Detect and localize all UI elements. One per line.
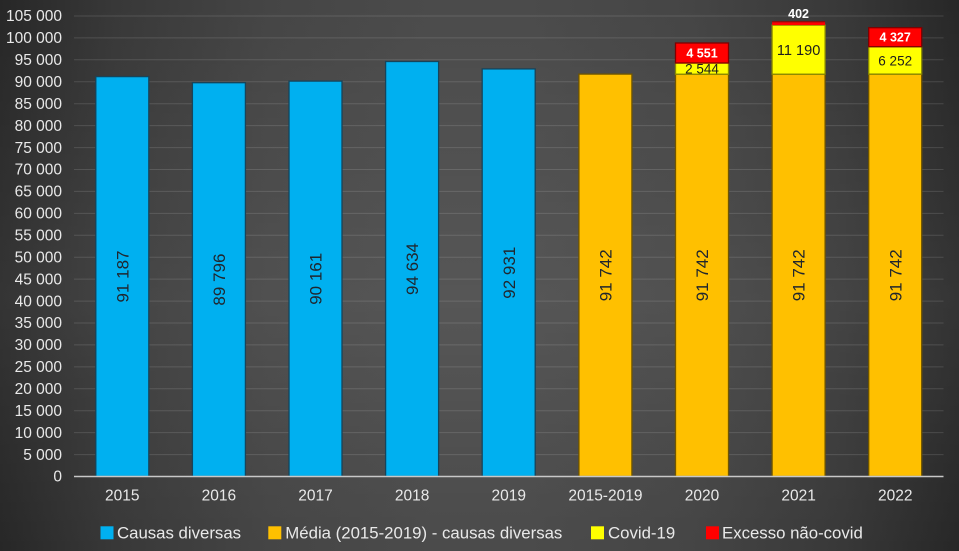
svg-text:4 551: 4 551 xyxy=(686,47,717,61)
svg-text:2 544: 2 544 xyxy=(685,61,719,76)
svg-text:90 161: 90 161 xyxy=(307,253,326,305)
svg-text:2015: 2015 xyxy=(105,488,139,505)
svg-text:100 000: 100 000 xyxy=(6,30,62,47)
svg-text:40 000: 40 000 xyxy=(15,293,63,310)
svg-text:45 000: 45 000 xyxy=(15,271,63,288)
svg-text:50 000: 50 000 xyxy=(15,249,63,266)
svg-text:10 000: 10 000 xyxy=(15,425,63,442)
svg-text:91 742: 91 742 xyxy=(597,249,616,301)
svg-text:Covid-19: Covid-19 xyxy=(608,523,675,542)
svg-text:Causas diversas: Causas diversas xyxy=(117,523,241,542)
svg-text:11 190: 11 190 xyxy=(777,43,821,59)
svg-text:Excesso não-covid: Excesso não-covid xyxy=(722,523,863,542)
svg-text:Média (2015-2019) - causas div: Média (2015-2019) - causas diversas xyxy=(285,523,562,542)
svg-text:0: 0 xyxy=(53,469,62,486)
svg-text:2019: 2019 xyxy=(492,488,526,505)
svg-text:5 000: 5 000 xyxy=(23,447,62,464)
svg-text:2021: 2021 xyxy=(781,488,815,505)
svg-text:2020: 2020 xyxy=(685,488,720,505)
svg-text:55 000: 55 000 xyxy=(15,228,63,245)
svg-text:2018: 2018 xyxy=(395,488,429,505)
svg-text:2017: 2017 xyxy=(298,488,332,505)
svg-text:402: 402 xyxy=(788,7,809,21)
svg-text:15 000: 15 000 xyxy=(15,403,63,420)
svg-text:92 931: 92 931 xyxy=(500,247,519,299)
svg-text:91 742: 91 742 xyxy=(790,249,809,301)
svg-text:30 000: 30 000 xyxy=(15,337,63,354)
svg-text:6 252: 6 252 xyxy=(878,53,912,68)
svg-text:95 000: 95 000 xyxy=(15,52,63,69)
svg-text:70 000: 70 000 xyxy=(15,162,63,179)
svg-text:2016: 2016 xyxy=(202,488,236,505)
svg-text:75 000: 75 000 xyxy=(15,140,63,157)
svg-text:94 634: 94 634 xyxy=(403,243,422,295)
svg-text:89 796: 89 796 xyxy=(210,254,229,306)
svg-text:20 000: 20 000 xyxy=(15,381,63,398)
svg-text:2022: 2022 xyxy=(878,488,912,505)
svg-text:25 000: 25 000 xyxy=(15,359,63,376)
svg-text:80 000: 80 000 xyxy=(15,118,63,135)
svg-text:4 327: 4 327 xyxy=(880,31,911,45)
svg-text:65 000: 65 000 xyxy=(15,184,63,201)
svg-text:2015-2019: 2015-2019 xyxy=(568,488,642,505)
svg-text:60 000: 60 000 xyxy=(15,206,63,223)
svg-text:35 000: 35 000 xyxy=(15,315,63,332)
svg-text:90 000: 90 000 xyxy=(15,74,63,91)
svg-text:91 742: 91 742 xyxy=(693,249,712,301)
svg-text:105 000: 105 000 xyxy=(6,8,62,25)
svg-text:91 742: 91 742 xyxy=(886,249,905,301)
svg-text:91 187: 91 187 xyxy=(113,251,132,303)
svg-text:85 000: 85 000 xyxy=(15,96,63,113)
